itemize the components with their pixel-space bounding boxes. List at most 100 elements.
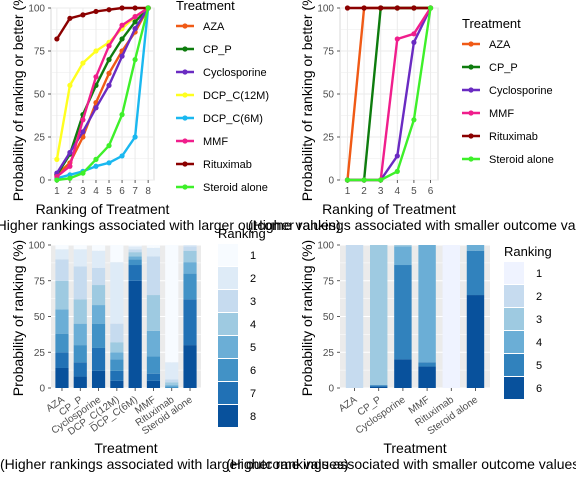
bar-segment-steroid-alone-rank-8: [183, 345, 197, 388]
legend-label-cp-p: CP_P: [489, 62, 518, 74]
legend-label-rank-7: 7: [250, 388, 256, 400]
x-tick-label: 4: [395, 186, 401, 197]
legend-label-rank-5: 5: [250, 342, 256, 354]
bar-segment-mmf-rank-4: [418, 245, 436, 363]
bar-segment-mmf-rank-6: [146, 356, 161, 374]
legend-label-steroid-alone: Steroid alone: [203, 182, 268, 194]
data-point-cp-p: [132, 19, 138, 25]
data-point-steroid-alone: [378, 177, 384, 183]
legend-label-rank-6: 6: [536, 383, 542, 395]
data-point-mmf: [119, 22, 125, 28]
bar-segment-cp-p-rank-6: [73, 345, 87, 363]
legend-title: Treatment: [176, 0, 235, 13]
x-tick-label: 2: [67, 186, 73, 197]
legend-swatch-rank-2: [504, 285, 524, 307]
bar-segment-cyclosporine-rank-3: [91, 267, 106, 286]
data-point-mmf: [394, 36, 400, 42]
bar-segment-steroid-alone-rank-4: [183, 250, 197, 263]
bar-segment-aza-rank-6: [55, 333, 69, 353]
series-line-steroid-alone: [347, 7, 432, 182]
bar-segment-dcp-c-12m-rank-8: [110, 380, 124, 388]
legend-label-aza: AZA: [489, 39, 511, 51]
data-point-cp-p: [119, 36, 125, 42]
bar-segment-aza-rank-5: [55, 309, 69, 334]
legend-marker-mmf: [182, 138, 188, 144]
bar-segment-steroid-alone-rank-7: [183, 299, 197, 346]
bar-segment-aza-rank-8: [55, 367, 69, 388]
bar-segment-steroid-alone-rank-2: [183, 245, 197, 247]
data-point-steroid-alone: [394, 168, 400, 174]
bar-segment-cyclosporine-rank-1: [91, 245, 106, 251]
y-tick-label: 50: [34, 312, 46, 323]
data-point-steroid-alone: [93, 156, 99, 162]
bar-segment-cyclosporine-rank-4: [394, 246, 412, 266]
data-point-steroid-alone: [132, 57, 138, 63]
x-tick-label: 4: [93, 186, 99, 197]
legend-marker-aza: [182, 23, 188, 29]
legend-title: Ranking: [218, 226, 266, 241]
x-axis-title: Treatment: [383, 440, 446, 456]
bar-segment-aza-rank-7: [55, 352, 69, 368]
legend-label-mmf: MMF: [203, 136, 228, 148]
bar-segment-dcp-c-6m-rank-4: [128, 252, 142, 257]
y-tick-label: 100: [28, 4, 45, 15]
y-tick-label: 50: [323, 312, 335, 323]
bar-segment-rituximab-rank-4: [165, 382, 179, 386]
bar-segment-cp-p-rank-4: [73, 299, 87, 324]
legend-swatch-rank-4: [504, 331, 524, 353]
data-point-cyclosporine: [394, 153, 400, 159]
data-point-steroid-alone: [106, 143, 112, 149]
bar-segment-mmf-rank-5: [146, 330, 161, 357]
data-point-steroid-alone: [80, 170, 86, 176]
legend-label-aza: AZA: [203, 21, 225, 33]
x-axis-title: Ranking of Treatment: [36, 201, 170, 217]
legend: Treatment AZA CP_P Cyclosporine DCP_C(12M) DC…: [176, 0, 269, 194]
data-point-cyclosporine: [93, 105, 99, 111]
data-point-mmf: [106, 43, 112, 49]
caption: (Higher rankings associated with larger …: [0, 456, 349, 472]
chart-panel-1: 0 25 50 75 100 1 2 3 4 5 6 7 8 Probability of ranking…: [0, 0, 341, 233]
bar-segment-cp-p-rank-6: [370, 386, 388, 388]
data-point-mmf: [411, 31, 417, 37]
bar-segment-cyclosporine-rank-2: [91, 250, 106, 268]
bar-segment-dcp-c-12m-rank-4: [110, 342, 124, 353]
legend-swatch-rank-2: [218, 267, 238, 289]
data-point-cyclosporine: [80, 129, 86, 135]
legend-title: Treatment: [462, 16, 521, 31]
legend-swatch-rank-5: [504, 354, 524, 376]
bar-segment-dcp-c-12m-rank-5: [110, 352, 124, 360]
bar-segment-rituximab-rank-1: [165, 245, 179, 363]
legend: Treatment AZA CP_P Cyclosporine MMF Rituximab…: [462, 16, 554, 166]
y-tick-label: 100: [317, 241, 334, 252]
legend-label-rank-6: 6: [250, 365, 256, 377]
y-tick-label: 75: [323, 276, 335, 287]
legend-title: Ranking: [504, 244, 552, 259]
legend: Ranking 1 2 3 4 5 6 7 8: [218, 226, 266, 427]
data-point-steroid-alone: [411, 117, 417, 123]
bar-segment-mmf-rank-4: [146, 295, 161, 331]
bar-segment-aza-rank-3: [55, 259, 69, 281]
legend-label-cp-p: CP_P: [203, 44, 232, 56]
y-tick-label: 50: [34, 90, 46, 101]
bar-segment-rituximab-rank-2: [165, 362, 179, 380]
legend-label-rank-1: 1: [536, 268, 542, 280]
x-tick-label: 6: [119, 186, 125, 197]
data-point-rituximab: [378, 5, 384, 11]
legend-label-rank-5: 5: [536, 360, 542, 372]
bar-segment-steroid-alone-rank-6: [183, 273, 197, 300]
legend-marker-cyclosporine: [182, 69, 188, 75]
legend-swatch-rank-5: [218, 336, 238, 358]
bar-segment-cyclosporine-rank-7: [91, 347, 106, 371]
bar-segment-dcp-c-6m-rank-3: [128, 249, 142, 253]
bar-segment-cp-p-rank-5: [73, 323, 87, 346]
legend-label-rituximab: Rituximab: [489, 131, 538, 143]
data-point-rituximab: [119, 5, 125, 11]
legend-marker-rituximab: [182, 161, 188, 167]
data-point-rituximab: [361, 5, 367, 11]
bar-segment-cp-p-rank-2: [73, 249, 87, 267]
chart-panel-3: 0255075100AZACP_PCyclosporineDCP_C(12M)D…: [0, 226, 349, 472]
bar-segment-cyclosporine-rank-5: [91, 305, 106, 324]
bar-segment-mmf-rank-3: [146, 256, 161, 296]
bar-segment-mmf-rank-7: [146, 373, 161, 381]
